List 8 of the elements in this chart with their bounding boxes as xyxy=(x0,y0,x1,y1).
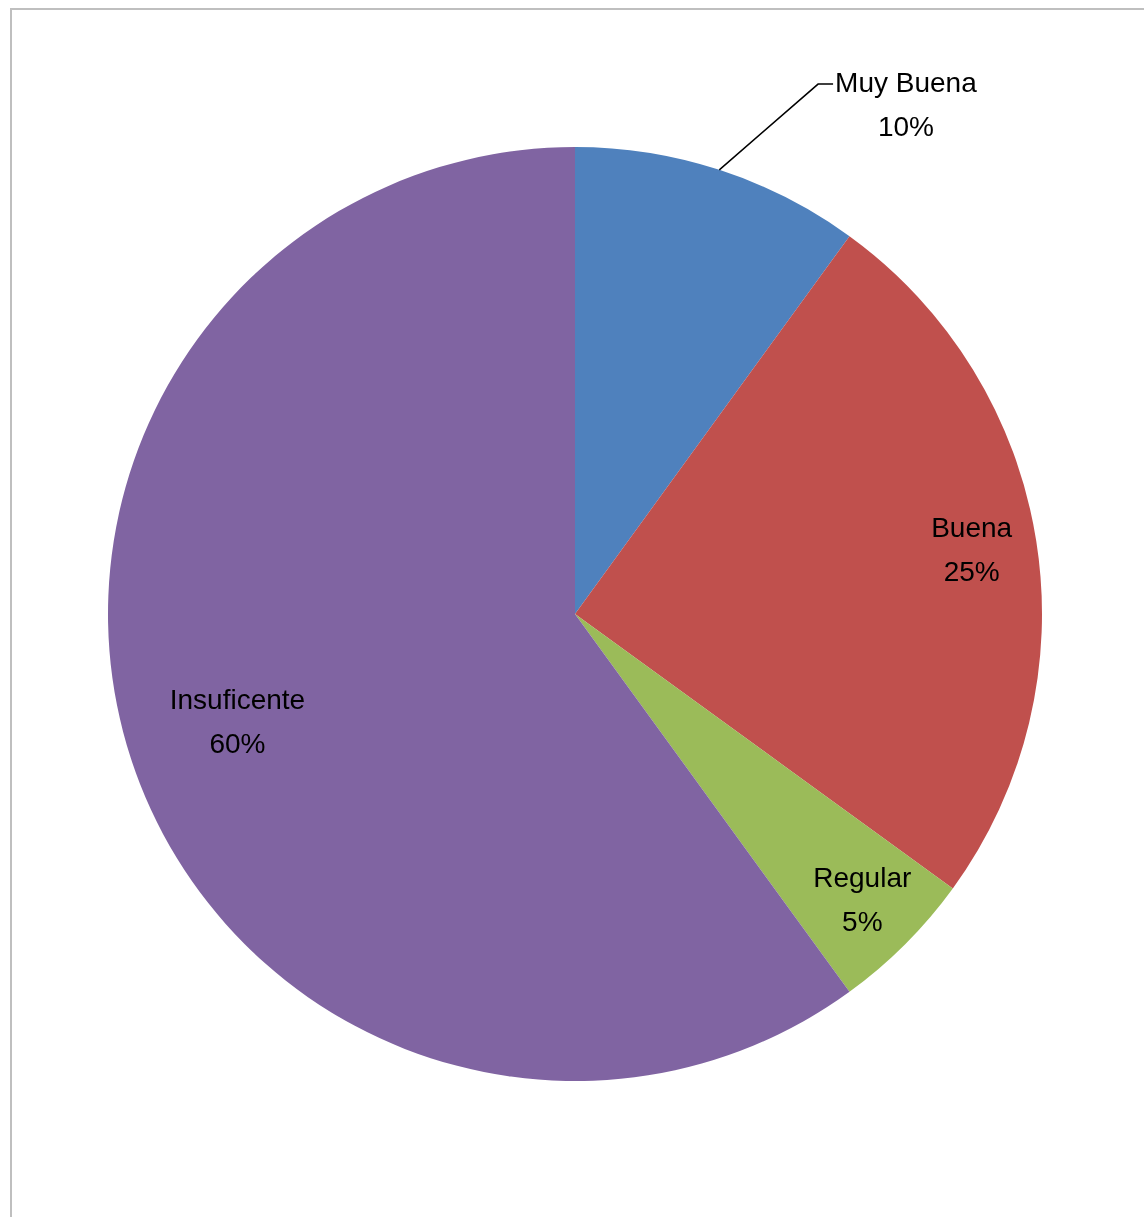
slice-label: Regular xyxy=(813,862,912,894)
data-label: 60% xyxy=(209,728,266,760)
data-label: 25% xyxy=(943,555,1000,587)
slice-label: Buena xyxy=(931,511,1013,543)
slice-label: Muy Buena xyxy=(835,66,978,98)
slice-label: Insuficente xyxy=(169,684,306,716)
data-label: 10% xyxy=(877,110,934,142)
data-label: 5% xyxy=(842,906,883,938)
